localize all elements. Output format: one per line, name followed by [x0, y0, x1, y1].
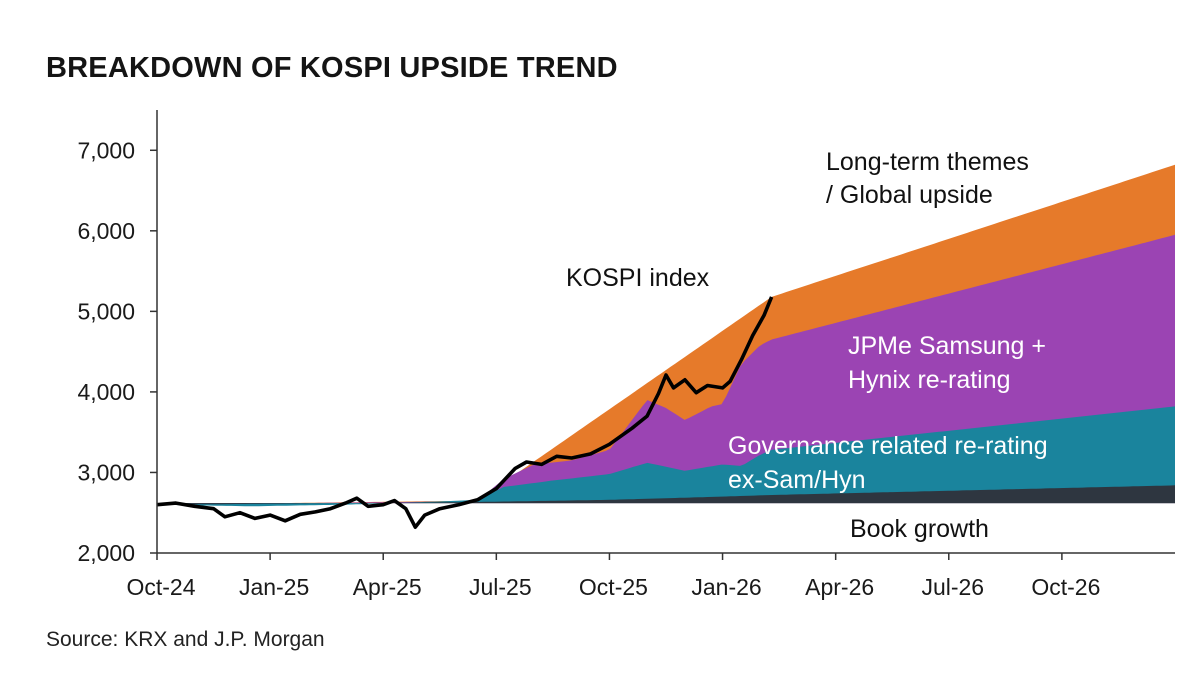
x-tick-label: Oct-24	[126, 574, 195, 600]
annotation-jpme-2: Hynix re-rating	[848, 366, 1011, 394]
chart-title: BREAKDOWN OF KOSPI UPSIDE TREND	[46, 52, 618, 84]
x-tick-label: Oct-26	[1031, 574, 1100, 600]
annotation-governance-1: Governance related re-rating	[728, 432, 1048, 460]
y-tick-label: 2,000	[77, 540, 135, 566]
y-tick-label: 6,000	[77, 218, 135, 244]
annotation-kospi-index: KOSPI index	[566, 264, 710, 292]
y-tick-label: 4,000	[77, 379, 135, 405]
x-tick-label: Oct-25	[579, 574, 648, 600]
x-tick-label: Jan-26	[691, 574, 761, 600]
x-tick-label: Apr-25	[353, 574, 422, 600]
annotation-long-term-2: / Global upside	[826, 181, 993, 209]
area-governance	[157, 406, 1175, 507]
stacked-areas	[157, 164, 1175, 507]
annotation-governance-2: ex-Sam/Hyn	[728, 466, 866, 494]
source-note: Source: KRX and J.P. Morgan	[46, 628, 325, 651]
x-tick-label: Apr-26	[805, 574, 874, 600]
y-tick-label: 7,000	[77, 137, 135, 163]
y-tick-label: 3,000	[77, 459, 135, 485]
area-book-growth	[157, 485, 1175, 505]
annotation-long-term-1: Long-term themes	[826, 148, 1029, 176]
x-tick-label: Jan-25	[239, 574, 309, 600]
kospi-index-line	[156, 296, 774, 529]
x-tick-label: Jul-25	[469, 574, 532, 600]
y-tick-label: 5,000	[77, 298, 135, 324]
tick-labels: 2,000 3,000 4,000 5,000 6,000 7,000 Oct-24 Jan-…	[77, 137, 1100, 600]
x-tick-label: Jul-26	[921, 574, 984, 600]
annotation-jpme-1: JPMe Samsung +	[848, 332, 1046, 360]
kospi-line-layer	[156, 296, 774, 529]
chart-axes	[150, 110, 1175, 560]
series-annotations: Long-term themes / Global upside KOSPI i…	[566, 148, 1048, 543]
annotation-book-growth: Book growth	[850, 515, 989, 543]
